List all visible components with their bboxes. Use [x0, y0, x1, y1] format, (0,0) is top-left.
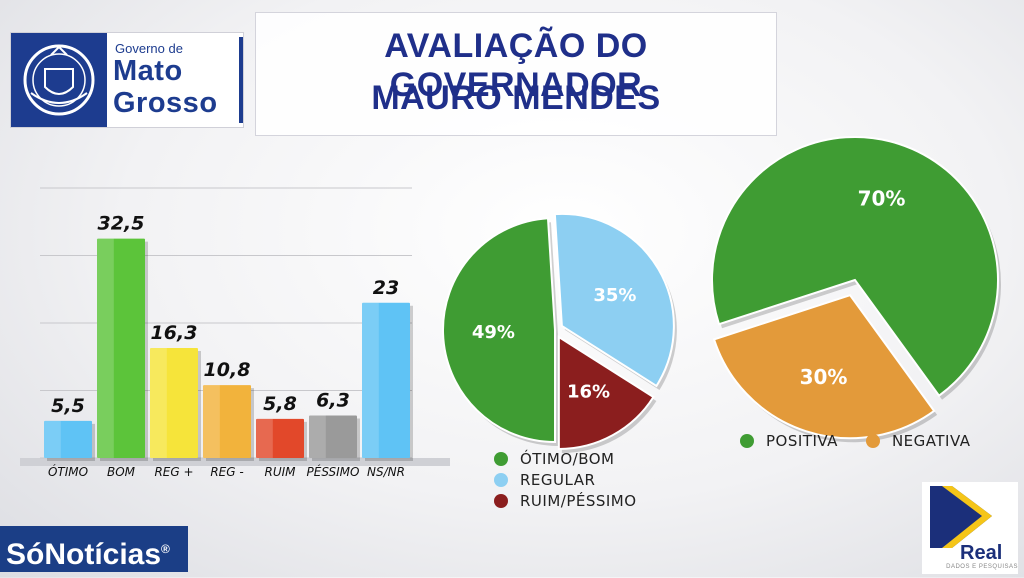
- pie-slice: [712, 294, 936, 440]
- bar-group: 6,3 PÉSSIMO: [307, 389, 360, 479]
- sonoticias-name: SóNotícias: [6, 538, 162, 571]
- sonoticias-logo: SóNotícias®: [0, 526, 188, 572]
- logo-line-2: Grosso: [113, 87, 218, 119]
- legend-marker: [494, 451, 508, 466]
- logo-line-1: Mato: [113, 55, 183, 87]
- real-name: Real: [960, 542, 1003, 564]
- pie-slice-label: 30%: [800, 365, 848, 389]
- bar-highlight: [309, 415, 326, 458]
- bar-floor: [20, 458, 450, 466]
- bar-group: 5,5 ÓTIMO: [44, 395, 95, 479]
- coat-of-arms-icon: [11, 33, 107, 127]
- bar-value-label: 5,8: [263, 393, 297, 415]
- bar-group: 23 NS/NR: [362, 277, 413, 479]
- pie-slice-label: 49%: [472, 322, 515, 343]
- pie-slice-label: 35%: [593, 285, 636, 306]
- legend-label: REGULAR: [520, 470, 596, 489]
- pie-slice-group: 30%: [712, 294, 938, 443]
- bar-value-label: 6,3: [316, 389, 350, 411]
- bar-highlight: [44, 420, 61, 458]
- legend-item: ÓTIMO/BOM: [494, 448, 637, 469]
- legend-marker: [494, 493, 508, 508]
- bar: [97, 238, 145, 458]
- bar-category-label: NS/NR: [367, 465, 405, 479]
- bar: [362, 302, 410, 458]
- legend-rating: ÓTIMO/BOM REGULAR RUIM/PÉSSIMO: [494, 448, 637, 511]
- logo-subtitle: Governo de: [115, 41, 183, 56]
- governo-mt-logo: Governo de Mato Grosso: [10, 32, 244, 128]
- pie-slice: [557, 335, 655, 451]
- title-box: AVALIAÇÃO DO GOVERNADOR MAURO MENDES: [255, 12, 777, 136]
- registered-mark: ®: [161, 542, 170, 556]
- bar: [203, 385, 251, 458]
- legend-label: NEGATIVA: [891, 431, 971, 450]
- pie-slice: [711, 136, 999, 398]
- pie-slice-group: 16%: [557, 335, 657, 454]
- bar-category-label: ÓTIMO: [48, 464, 88, 479]
- bar-highlight: [97, 238, 114, 458]
- bar-group: 16,3 REG +: [150, 322, 201, 479]
- logo-divider: [239, 37, 243, 123]
- pie-slice-label: 70%: [858, 186, 906, 210]
- bar-highlight: [256, 418, 273, 458]
- bar: [150, 347, 198, 458]
- bar-value-label: 5,5: [51, 395, 85, 417]
- pie-slice-label: 16%: [567, 381, 610, 402]
- bar: [44, 420, 92, 458]
- legend-item: NEGATIVA: [865, 430, 971, 451]
- bar-category-label: PÉSSIMO: [307, 464, 360, 479]
- legend-item: RUIM/PÉSSIMO: [494, 490, 637, 511]
- bar-group: 5,8 RUIM: [256, 393, 307, 479]
- bar-value-label: 10,8: [204, 359, 251, 381]
- legend-overall: POSITIVA NEGATIVA: [740, 430, 971, 451]
- bar-group: 10,8 REG -: [203, 359, 254, 479]
- page-title-line-1: AVALIAÇÃO DO GOVERNADOR: [384, 27, 648, 104]
- bar-value-label: 16,3: [151, 322, 198, 344]
- bar-value-label: 32,5: [98, 213, 145, 235]
- legend-marker: [865, 433, 880, 448]
- bar-category-label: REG -: [210, 465, 243, 479]
- legend-label: RUIM/PÉSSIMO: [520, 491, 637, 510]
- pie-slice-group: 35%: [553, 212, 677, 390]
- bar-value-label: 23: [373, 277, 399, 299]
- real-chevron-icon: [930, 486, 992, 548]
- real-tagline: DADOS E PESQUISAS: [946, 564, 1018, 570]
- pie-slice-group: 70%: [711, 136, 1001, 400]
- legend-marker: [740, 433, 754, 448]
- legend-item: REGULAR: [494, 469, 637, 490]
- bar-highlight: [150, 347, 167, 458]
- bar-highlight: [362, 302, 379, 458]
- bar-group: 32,5 BOM: [97, 213, 148, 479]
- bar-category-label: REG +: [154, 465, 193, 479]
- page-title-line-2: MAURO MENDES: [371, 79, 661, 117]
- bar: [256, 418, 304, 458]
- bar-category-label: BOM: [107, 465, 136, 479]
- legend-marker: [494, 472, 508, 487]
- legend-item: POSITIVA: [740, 430, 838, 451]
- pie-slice: [553, 212, 675, 388]
- pie-slice: [442, 217, 556, 444]
- real-pesquisas-logo: Real DADOS E PESQUISAS: [922, 482, 1018, 574]
- legend-label: POSITIVA: [766, 431, 838, 450]
- bar-category-label: RUIM: [264, 465, 296, 479]
- pie-slice-group: 49%: [442, 217, 558, 446]
- bar-highlight: [203, 385, 220, 458]
- legend-label: ÓTIMO/BOM: [520, 449, 615, 468]
- bar: [309, 415, 357, 458]
